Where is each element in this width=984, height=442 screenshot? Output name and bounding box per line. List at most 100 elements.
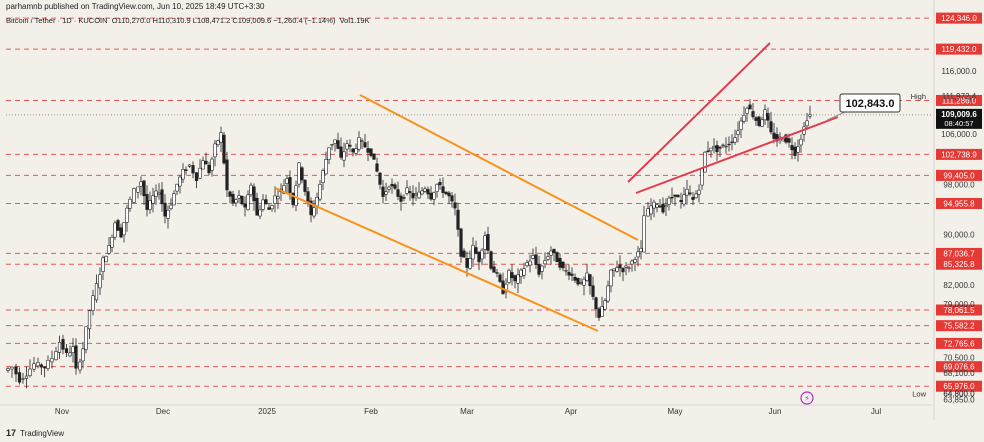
candle-body: [139, 181, 143, 187]
candle-body: [760, 119, 764, 127]
candle-body: [739, 120, 743, 130]
level-label: 111,286.0: [942, 96, 977, 105]
candle-body: [154, 190, 158, 197]
candle-body: [360, 140, 364, 142]
candle-body: [558, 257, 562, 268]
candle-body: [757, 116, 761, 126]
candle-body: [285, 178, 289, 184]
level-label: 72,765.6: [943, 339, 975, 348]
candle-body: [745, 107, 749, 114]
candle-body: [336, 140, 340, 149]
candle-body: [17, 372, 22, 383]
candle-body: [661, 203, 665, 213]
candle-body: [342, 151, 346, 161]
candle-body: [354, 148, 358, 154]
y-tick-label: 70,500.0: [943, 354, 975, 363]
candle-body: [447, 192, 451, 197]
candle-body: [471, 245, 475, 260]
candle-body: [273, 195, 277, 204]
candle-body: [136, 186, 140, 193]
candle-body: [423, 188, 427, 192]
candle-body: [28, 368, 32, 376]
candle-body: [727, 143, 731, 146]
candle-body: [198, 167, 202, 179]
candle-body: [582, 278, 586, 286]
candle-body: [21, 378, 25, 380]
candle-body: [396, 189, 400, 197]
candle-body: [639, 247, 643, 252]
candle-body: [408, 191, 412, 193]
wedge-lower-line[interactable]: [635, 116, 839, 194]
candle-body: [537, 264, 541, 275]
candle-body: [754, 117, 758, 121]
candle-body: [603, 300, 607, 310]
lightning-icon[interactable]: ⚡: [800, 391, 814, 405]
symbol-legend: Bitcoin / Tether · 1D · KUCOIN O110,270.…: [6, 16, 370, 25]
level-label-box: [936, 148, 982, 160]
footer: ⁣17 TradingView: [6, 428, 64, 438]
level-label-box: [936, 320, 982, 332]
candle-body: [166, 209, 170, 219]
candle-body: [426, 189, 430, 195]
candle-body: [504, 283, 508, 293]
candle-body: [721, 144, 725, 147]
high-label: High: [911, 92, 926, 101]
candle-body: [480, 249, 484, 260]
candle-body: [540, 265, 544, 272]
candle-body: [658, 205, 662, 208]
candle-body: [181, 169, 185, 180]
candle-body: [300, 167, 304, 181]
legend-symbol[interactable]: Bitcoin / Tether · 1D · KUCOIN: [6, 16, 108, 25]
candle-body: [357, 137, 361, 150]
candle-body: [184, 169, 188, 171]
level-label: 94,955.8: [943, 199, 975, 208]
candle-body: [652, 201, 656, 209]
candle-body: [107, 245, 111, 254]
price-annotation[interactable]: 102,843.0: [839, 93, 901, 113]
channel-lower-line[interactable]: [274, 187, 599, 332]
wedge-upper-line[interactable]: [627, 42, 771, 183]
candle-body: [81, 348, 85, 362]
candle-body: [6, 368, 10, 371]
candle-body: [74, 345, 78, 369]
candle-body: [700, 168, 704, 186]
candle-body: [309, 200, 313, 216]
candle-body: [667, 197, 671, 205]
channel-upper-line[interactable]: [359, 94, 639, 241]
candle-body: [736, 130, 740, 135]
candle-body: [633, 259, 637, 263]
candle-body: [255, 197, 259, 216]
candle-body: [567, 271, 571, 276]
footer-brand[interactable]: TradingView: [20, 428, 65, 438]
candle-body: [157, 192, 161, 195]
candle-body: [510, 272, 514, 279]
candle-body: [252, 186, 256, 202]
candle-body: [84, 326, 88, 350]
candle-body: [113, 222, 117, 238]
candle-body: [724, 145, 728, 148]
annotation-text: 102,843.0: [846, 98, 895, 110]
y-tick-label: 116,000.0: [942, 67, 978, 76]
candle-body: [24, 375, 29, 379]
candle-body: [330, 144, 334, 146]
candle-body: [32, 363, 36, 370]
candle-body: [50, 357, 54, 363]
level-label: 102,738.9: [941, 150, 977, 159]
candle-body: [474, 247, 478, 254]
y-tick-label: 64,800.0: [943, 390, 975, 399]
candle-body: [222, 134, 226, 164]
candle-body: [68, 352, 72, 357]
level-label: 87,036.7: [943, 249, 975, 258]
candle-body: [64, 348, 69, 353]
candle-body: [420, 190, 424, 195]
level-label: 75,582.2: [943, 322, 975, 331]
candle-body: [646, 208, 650, 217]
candle-body: [240, 195, 244, 205]
candle-body: [46, 359, 50, 369]
candle-body: [564, 270, 568, 272]
candle-body: [119, 227, 123, 238]
candle-body: [258, 209, 262, 217]
level-label-box: [936, 304, 982, 316]
candle-body: [772, 132, 776, 139]
